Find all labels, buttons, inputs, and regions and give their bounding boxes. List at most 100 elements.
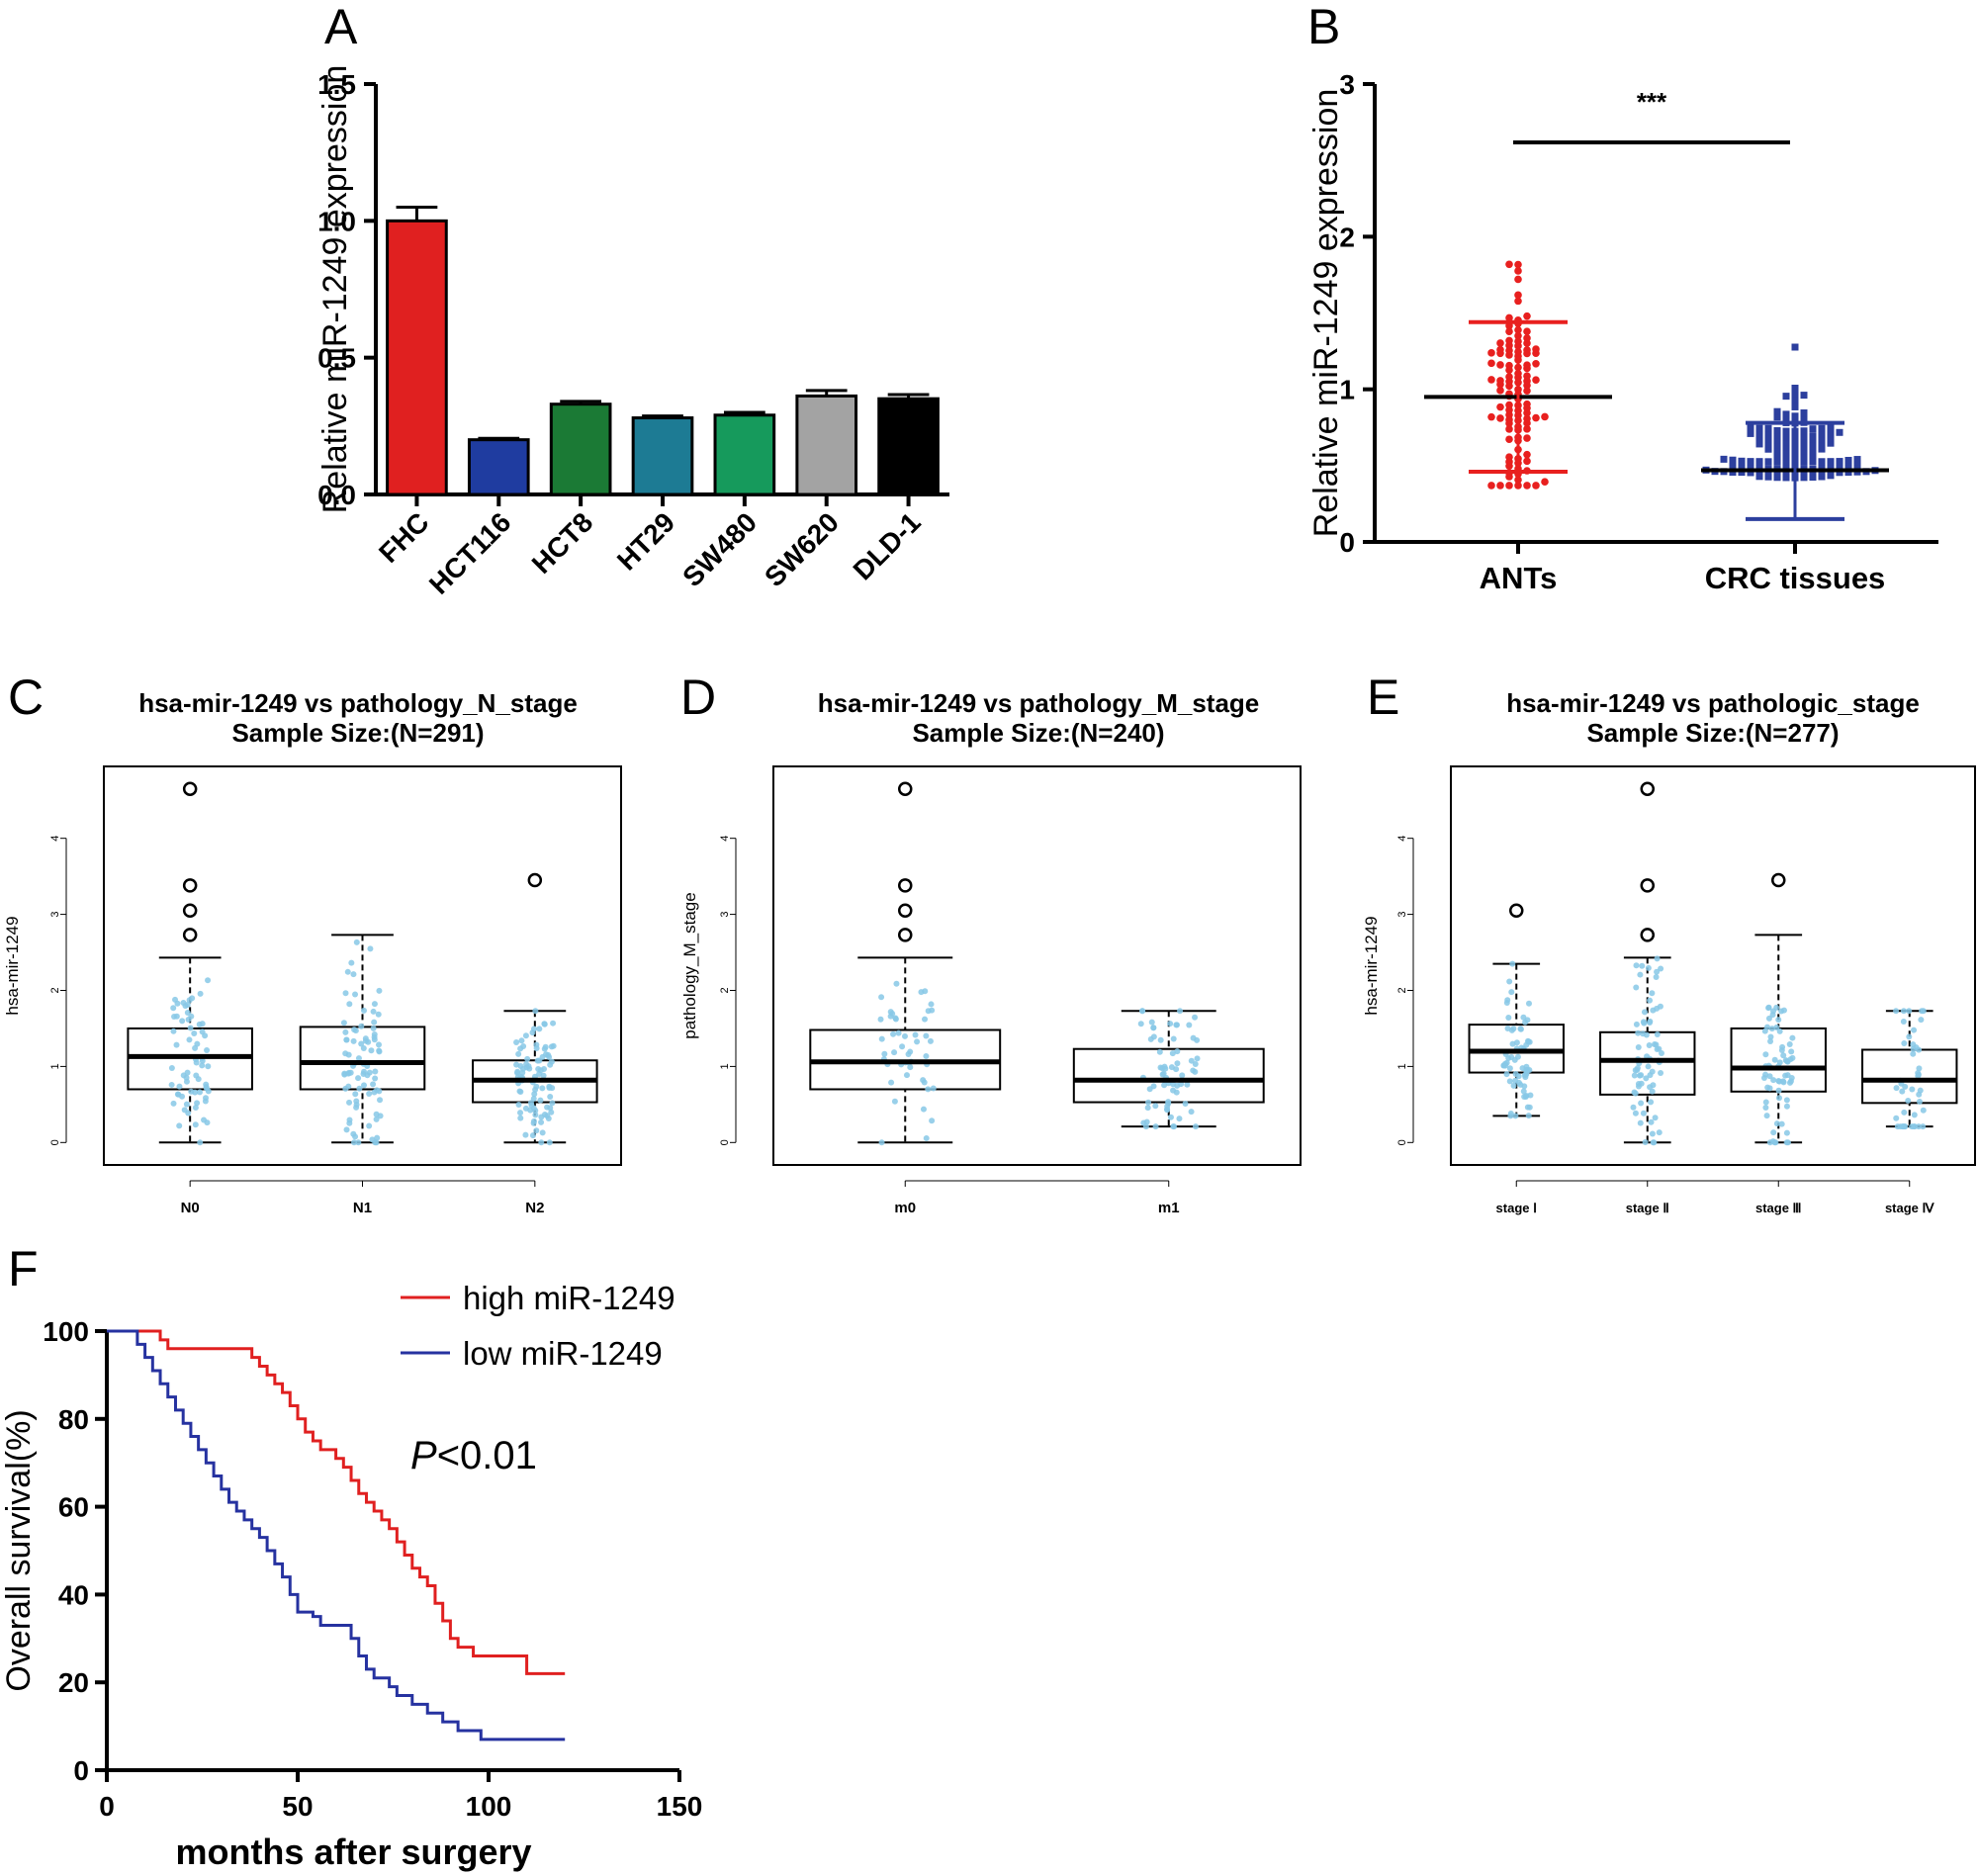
jitter-point (927, 1037, 934, 1044)
jitter-point (1911, 1123, 1918, 1130)
data-point-crc (1773, 447, 1781, 455)
data-point-ants (1523, 377, 1531, 386)
data-point-crc (1809, 425, 1817, 433)
jitter-point (376, 1041, 383, 1048)
data-point-ants (1523, 450, 1531, 459)
data-point-ants (1532, 360, 1540, 368)
x-tick-label-c: N1 (353, 1200, 372, 1216)
jitter-point (1765, 1005, 1772, 1012)
jitter-point (1510, 1082, 1517, 1089)
jitter-point (920, 1106, 927, 1113)
outlier-point (1640, 781, 1655, 796)
jitter-point (1184, 1081, 1191, 1088)
jitter-point (352, 1133, 359, 1140)
bar-ht29 (631, 416, 694, 496)
jitter-point (889, 1011, 896, 1018)
data-point-crc (1764, 430, 1772, 438)
jitter-point (345, 1083, 352, 1090)
data-point-crc (1836, 458, 1843, 466)
data-point-crc (1773, 413, 1781, 421)
chart-title-e: hsa-mir-1249 vs pathologic_stage (1506, 688, 1920, 718)
data-point-crc (1782, 416, 1790, 424)
jitter-point (170, 1027, 177, 1034)
y-tick-label-c: 1 (49, 1063, 61, 1069)
data-point-crc (1755, 430, 1763, 438)
jitter-point (1900, 1019, 1907, 1026)
data-point-crc (1809, 458, 1817, 466)
data-point-crc (1800, 414, 1808, 422)
y-tick-label-d: 1 (719, 1063, 731, 1069)
data-point-crc (1800, 458, 1808, 466)
jitter-point (1192, 1014, 1199, 1021)
jitter-point (340, 1020, 347, 1027)
bar-hct8 (549, 402, 612, 496)
data-point-ants (1532, 482, 1540, 490)
jitter-point (1157, 1036, 1164, 1043)
jitter-point (358, 1040, 365, 1047)
jitter-point (1911, 1112, 1918, 1118)
y-axis-title-e: hsa-mir-1249 (1362, 916, 1381, 1015)
jitter-point (1631, 1072, 1638, 1079)
jitter-point (549, 1085, 556, 1092)
box-plot-c: hsa-mir-1249 vs pathology_N_stageSample … (3, 688, 622, 1216)
jitter-point (1782, 1072, 1789, 1079)
jitter-point (1918, 1017, 1925, 1024)
outlier-point (1640, 928, 1655, 942)
jitter-point (888, 1079, 895, 1086)
jitter-point (362, 1037, 369, 1044)
data-point-ants (1505, 373, 1513, 381)
jitter-point (878, 1035, 885, 1042)
jitter-point (1775, 1095, 1782, 1102)
jitter-point (373, 1139, 380, 1146)
data-point-crc (1755, 434, 1763, 442)
data-point-ants (1523, 434, 1531, 442)
data-point-ants (1523, 334, 1531, 342)
jitter-point (550, 1020, 557, 1027)
data-point-ants (1496, 361, 1504, 369)
bar-sw480 (713, 413, 776, 496)
x-tick-label-a: DLD-1 (848, 506, 927, 585)
jitter-point (1630, 1104, 1637, 1111)
data-point-ants (1496, 402, 1504, 411)
y-axis-title-d: pathology_M_stage (680, 892, 699, 1038)
data-point-ants (1523, 372, 1531, 380)
jitter-point (893, 980, 900, 987)
outlier-point (898, 928, 913, 942)
jitter-point (930, 1085, 937, 1092)
jitter-point (1767, 1033, 1774, 1040)
significance-stars: *** (1637, 87, 1667, 117)
jitter-point (877, 1016, 884, 1023)
jitter-point (1517, 1026, 1524, 1032)
jitter-point (374, 1134, 381, 1141)
jitter-point (1776, 1027, 1783, 1034)
jitter-point (1144, 1105, 1151, 1112)
data-point-crc (1836, 469, 1843, 477)
jitter-point (1920, 1107, 1927, 1114)
jitter-point (1521, 1072, 1528, 1079)
data-point-crc (1764, 440, 1772, 448)
box (299, 1026, 426, 1091)
outlier-point (182, 878, 198, 893)
jitter-point (1169, 1050, 1176, 1057)
outlier-point (182, 903, 198, 918)
jitter-point (355, 1055, 362, 1062)
jitter-point (1640, 1030, 1647, 1037)
jitter-point (522, 1032, 529, 1039)
y-tick-label-d: 4 (719, 836, 731, 842)
jitter-point (1634, 1064, 1641, 1071)
jitter-point (196, 1089, 203, 1096)
jitter-point (361, 1068, 368, 1075)
data-point-crc (1747, 469, 1754, 477)
jitter-point (1639, 962, 1646, 969)
jitter-point (1505, 1055, 1512, 1062)
jitter-point (1773, 1024, 1780, 1030)
jitter-point (1658, 965, 1664, 972)
jitter-point (1909, 1086, 1916, 1093)
jitter-point (1150, 1033, 1157, 1040)
outlier-point (1640, 878, 1655, 893)
y-tick-label-f: 0 (73, 1755, 89, 1786)
jitter-point (1156, 1048, 1163, 1055)
jitter-point (1635, 1029, 1642, 1036)
jitter-point (1649, 1088, 1656, 1095)
